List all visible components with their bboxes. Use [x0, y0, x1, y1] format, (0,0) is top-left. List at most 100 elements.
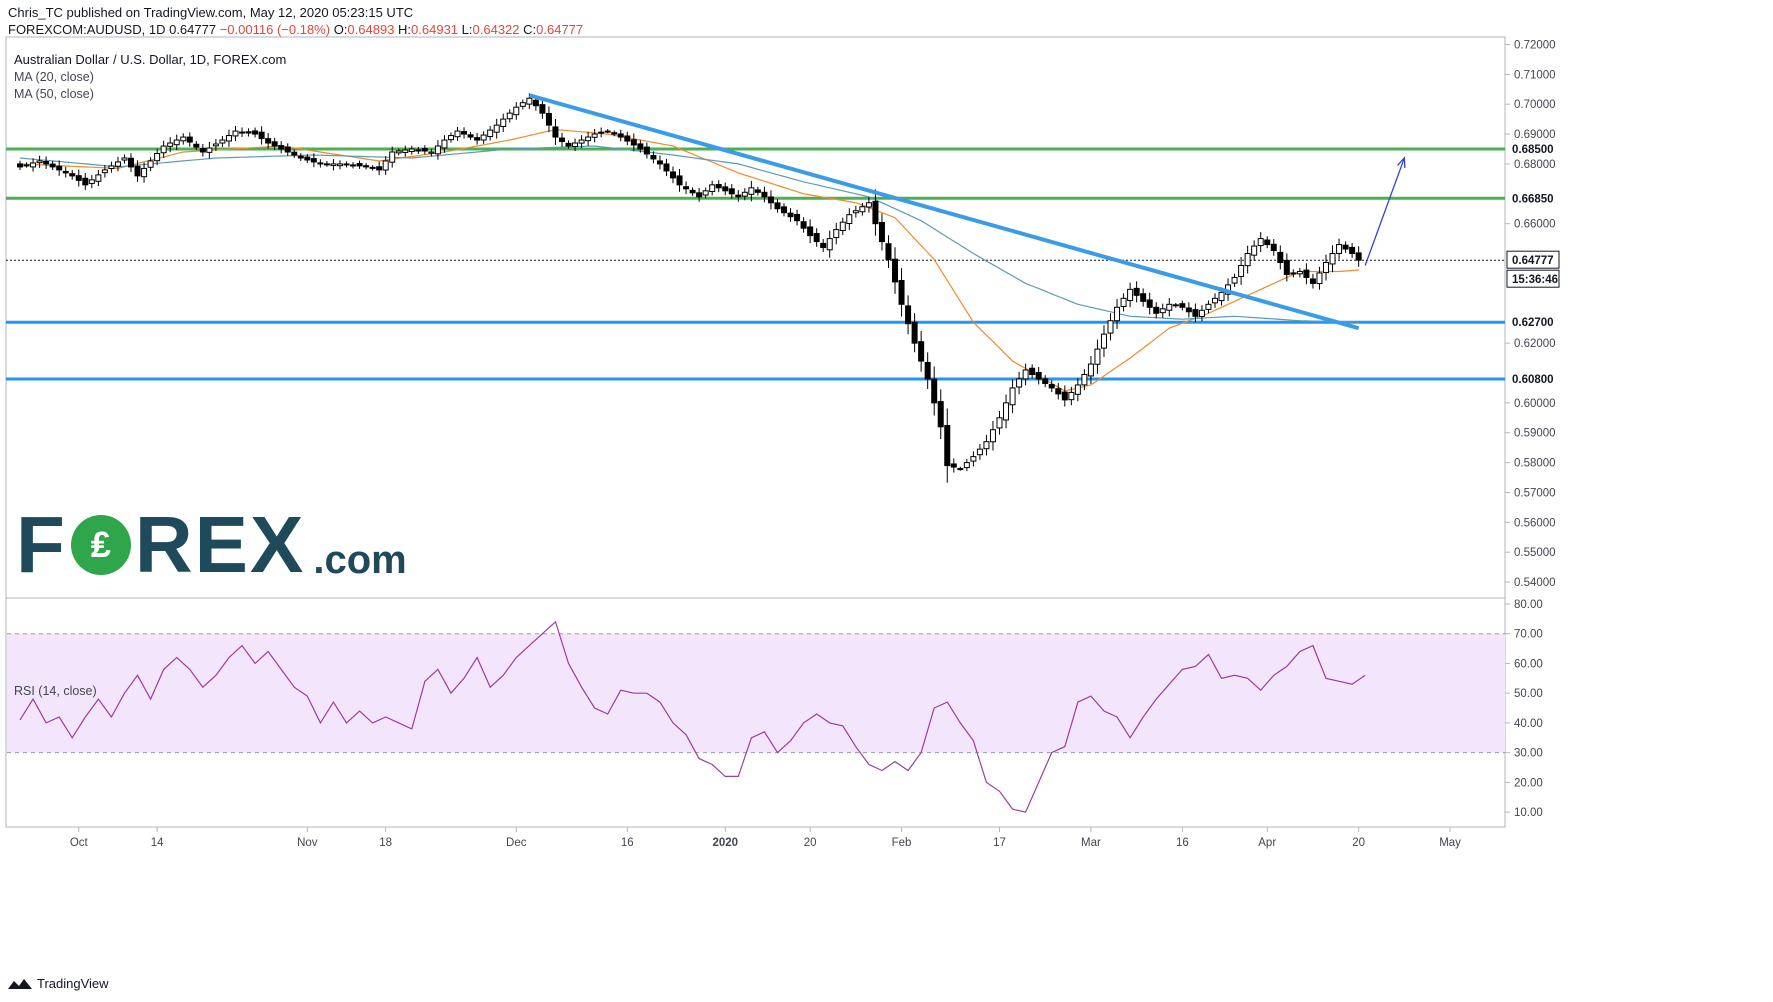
level-label: 0.62700 [1512, 317, 1554, 329]
moving-averages [19, 128, 1359, 392]
candle-body [683, 186, 690, 190]
candle-body [350, 164, 357, 167]
level-label: 0.68500 [1512, 144, 1554, 156]
candle-body [173, 139, 180, 146]
candle-body [434, 145, 441, 155]
rsi-axis-label: 40.00 [1514, 718, 1543, 730]
candle-body [1192, 309, 1199, 317]
candle-body [310, 158, 317, 163]
candle-body [911, 321, 918, 344]
open-label: O: [333, 22, 348, 37]
level-label-bg [1507, 314, 1557, 331]
candle-body [957, 468, 964, 471]
price-axis-label: 0.66000 [1514, 219, 1556, 231]
candle-body [846, 214, 853, 224]
candle-body [905, 305, 912, 325]
annotations [528, 93, 1406, 331]
time-axis-label: 17 [993, 837, 1006, 849]
candle-body [1198, 309, 1205, 317]
price-axis-label: 0.57000 [1514, 487, 1556, 499]
candle-body [1179, 303, 1186, 308]
candle-body [167, 142, 174, 147]
symbol-line: FOREXCOM:AUDUSD, 1D 0.64777 −0.00116 (−0… [8, 21, 583, 38]
candle-body [696, 192, 703, 198]
candle-body [1244, 253, 1251, 267]
candle-body [493, 124, 500, 133]
candle-body [408, 148, 415, 152]
candle-body [670, 171, 676, 179]
candle-body [996, 417, 1003, 429]
legend-rsi: RSI (14, close) [14, 684, 97, 698]
candle-body [585, 136, 592, 142]
candle-body [43, 161, 50, 165]
candle-body [291, 151, 298, 156]
tradingview-logo-icon [8, 978, 32, 989]
candle-body [212, 143, 219, 147]
candle-body [892, 258, 899, 283]
candle-body [239, 131, 246, 134]
candle-body [630, 139, 637, 146]
level-label: 0.66850 [1512, 193, 1554, 205]
candle-body [656, 160, 663, 165]
rsi-axis-label: 30.00 [1514, 748, 1543, 760]
candle-body [872, 200, 879, 225]
open-value: 0.64893 [347, 22, 395, 37]
candle-body [1114, 306, 1121, 322]
candle-body [23, 164, 30, 167]
rsi-axis-label: 80.00 [1514, 599, 1543, 611]
candle-body [572, 142, 579, 148]
candle-body [539, 104, 546, 114]
price-axis-label: 0.60000 [1514, 398, 1556, 410]
candle-body [859, 206, 866, 213]
axes: 0.72000 0.71000 0.70000 0.69000 0.68000 0.660… [70, 39, 1556, 849]
symbol: FOREXCOM:AUDUSD, 1D [8, 22, 166, 37]
last-price: 0.64777 [169, 22, 217, 37]
candle-body [741, 191, 748, 197]
candle-body [1100, 333, 1107, 349]
candle-body [532, 99, 539, 107]
candle-body [794, 213, 801, 222]
candle-body [787, 212, 794, 218]
time-axis-label: 20 [804, 837, 817, 849]
candle-body [75, 175, 82, 181]
candle-body [147, 160, 154, 168]
candle-body [252, 130, 259, 135]
candle-body [950, 463, 957, 468]
rsi-band [7, 633, 1505, 753]
close-label: C: [523, 22, 537, 37]
candle-body [761, 191, 768, 198]
candle-body [643, 146, 650, 155]
candle-body [611, 132, 618, 135]
candle-body [402, 149, 409, 153]
candle-body [924, 361, 931, 380]
candle-body [983, 441, 990, 450]
candle-body [461, 131, 468, 135]
level-label-bg [1507, 190, 1557, 207]
candle-body [330, 163, 337, 167]
last-price-label: 0.64777 [1512, 255, 1554, 267]
candle-body [128, 157, 135, 168]
level-label-bg [1507, 141, 1557, 157]
time-axis-label: 16 [1176, 837, 1189, 849]
time-axis-label: Feb [892, 837, 912, 849]
rsi-axis-label: 20.00 [1514, 777, 1543, 789]
low-label: L: [461, 22, 473, 37]
candle-body [1061, 391, 1068, 401]
candle-body [1205, 303, 1212, 310]
candle-body [271, 141, 278, 147]
candle-body [363, 165, 370, 168]
candle-body [506, 112, 513, 120]
candle-body [1309, 278, 1316, 284]
candle-body [1107, 320, 1114, 334]
price-change: −0.00116 (−0.18%) [219, 22, 331, 37]
candle-body [421, 148, 428, 152]
candle-body [807, 226, 814, 237]
candle-body [878, 221, 885, 243]
candle-body [1029, 367, 1036, 375]
candle-body [1211, 297, 1218, 304]
candle-body [415, 149, 422, 152]
ma50-line [19, 145, 1359, 323]
plot-frame [5, 36, 1506, 828]
time-axis-label: 14 [151, 837, 164, 849]
